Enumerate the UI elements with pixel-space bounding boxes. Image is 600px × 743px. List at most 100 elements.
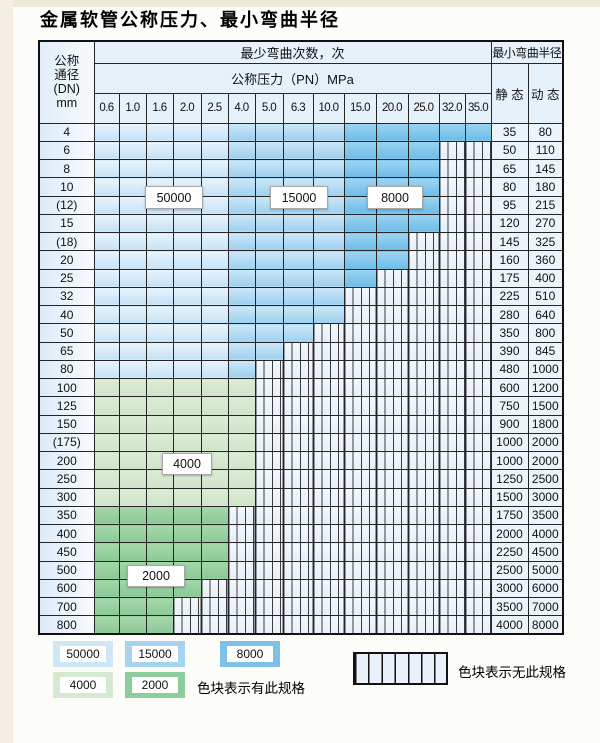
pressure-tick: 6.3 (282, 92, 314, 124)
dn-cell: 50 (38, 323, 95, 343)
dn-cell: 200 (38, 450, 95, 471)
no-spec-cell (254, 450, 284, 471)
spec-cell (118, 377, 147, 398)
dynamic-radius-cell: 510 (527, 286, 564, 307)
legend-swatch-4000: 4000 (53, 672, 113, 698)
spec-cell (93, 414, 120, 434)
dn-cell: 4 (38, 122, 95, 142)
no-spec-cell (375, 596, 409, 617)
no-spec-cell (407, 560, 440, 580)
no-spec-cell (282, 542, 314, 562)
no-spec-cell (282, 487, 314, 507)
no-spec-cell (407, 231, 440, 252)
spec-cell (227, 304, 256, 325)
legend-swatch-label: 50000 (60, 646, 106, 662)
table-row: 700 3500 7000 (38, 596, 564, 617)
spec-cell (200, 450, 229, 471)
table-row: 6 50 110 (38, 140, 564, 161)
no-spec-cell (254, 414, 284, 434)
spec-cell (375, 213, 409, 234)
dynamic-radius-cell: 110 (527, 140, 564, 161)
spec-cell (93, 122, 120, 142)
spec-cell (343, 213, 377, 234)
no-spec-cell (312, 578, 345, 599)
spec-cell (118, 140, 147, 161)
static-radius-cell: 35 (490, 122, 529, 142)
no-spec-cell (312, 615, 345, 635)
no-spec-cell (375, 377, 409, 398)
no-spec-cell (438, 341, 466, 361)
static-radius-cell: 175 (490, 268, 529, 288)
spec-cell (227, 414, 256, 434)
spec-cell (375, 250, 409, 270)
spec-cell (118, 158, 147, 179)
no-spec-cell (464, 286, 492, 307)
spec-cell (172, 195, 202, 215)
static-radius-cell: 3000 (490, 578, 529, 599)
dn-cell: 600 (38, 578, 95, 599)
pressure-tick: 25.0 (407, 92, 440, 124)
spec-cell (118, 414, 147, 434)
legend-swatch-2000: 2000 (125, 672, 185, 698)
no-spec-cell (464, 304, 492, 325)
spec-cell (227, 122, 256, 142)
dn-cell: 500 (38, 560, 95, 580)
spec-cell (200, 213, 229, 234)
spec-cell (343, 231, 377, 252)
dynamic-radius-cell: 5000 (527, 560, 564, 580)
pressure-tick: 2.0 (172, 92, 202, 124)
spec-cell (200, 177, 229, 197)
table-row: 15 120 270 (38, 213, 564, 234)
dynamic-radius-cell: 1800 (527, 414, 564, 434)
spec-cell (93, 505, 120, 526)
dynamic-radius-cell: 2000 (527, 450, 564, 471)
legend-no-spec-text: 色块表示无此规格 (458, 665, 566, 680)
spec-cell (172, 377, 202, 398)
table-row: 800 4000 8000 (38, 615, 564, 635)
spec-cell (375, 122, 409, 142)
spec-cell (227, 213, 256, 234)
spec-cell (118, 450, 147, 471)
spec-cell (93, 250, 120, 270)
spec-cell (282, 231, 314, 252)
spec-cell (227, 140, 256, 161)
dynamic-radius-cell: 640 (527, 304, 564, 325)
spec-cell (282, 177, 314, 197)
spec-cell (343, 158, 377, 179)
spec-cell (145, 140, 174, 161)
legend-swatch-8000: 8000 (220, 641, 280, 667)
no-spec-cell (407, 341, 440, 361)
dn-header-line: mm (56, 96, 78, 111)
spec-cell (254, 195, 284, 215)
spec-cell (118, 578, 147, 599)
spec-cell (227, 286, 256, 307)
no-spec-cell (282, 341, 314, 361)
table-row: 300 1500 3000 (38, 487, 564, 507)
dn-cell: 800 (38, 615, 95, 635)
no-spec-cell (438, 377, 466, 398)
spec-cell (254, 213, 284, 234)
pressure-tick: 5.0 (254, 92, 284, 124)
spec-cell (93, 213, 120, 234)
no-spec-cell (282, 523, 314, 544)
spec-cell (118, 122, 147, 142)
no-spec-cell (254, 523, 284, 544)
no-spec-cell (172, 596, 202, 617)
no-spec-cell (438, 396, 466, 416)
no-spec-cell (375, 615, 409, 635)
no-spec-cell (282, 377, 314, 398)
spec-cell (145, 359, 174, 380)
static-radius-cell: 145 (490, 231, 529, 252)
dn-cell: 8 (38, 158, 95, 179)
spec-cell (118, 286, 147, 307)
static-radius-cell: 65 (490, 158, 529, 179)
table-row: 450 2250 4500 (38, 542, 564, 562)
spec-cell (200, 505, 229, 526)
no-spec-cell (254, 359, 284, 380)
spec-cell (227, 450, 256, 471)
spec-cell (200, 560, 229, 580)
spec-cell (407, 195, 440, 215)
spec-cell (118, 523, 147, 544)
table-row: 600 3000 6000 (38, 578, 564, 599)
no-spec-cell (282, 469, 314, 489)
